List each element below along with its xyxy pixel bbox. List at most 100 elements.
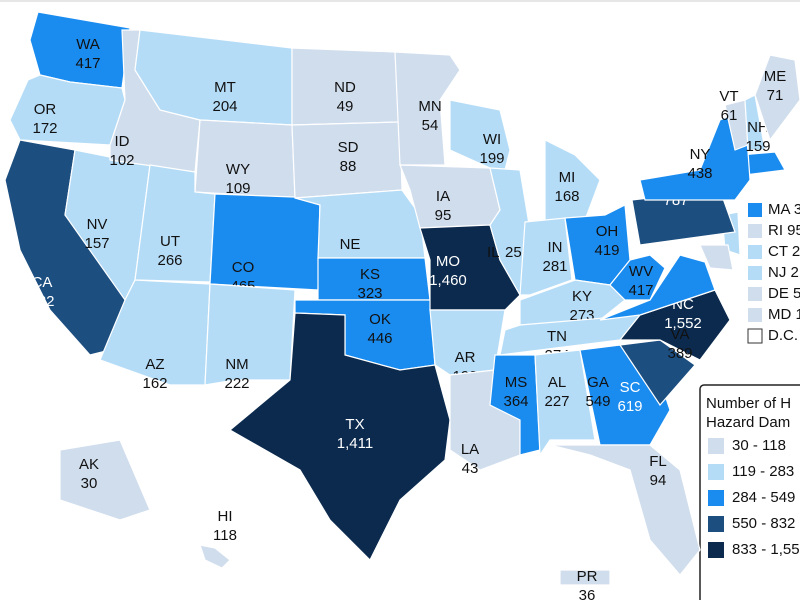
small-state-label: MA 3: [768, 201, 800, 218]
state-value: 118: [213, 527, 237, 544]
state-shape: [489, 167, 531, 297]
state-name: OH: [596, 223, 619, 240]
state-value: 266: [157, 252, 182, 269]
legend-label: 550 - 832: [732, 515, 795, 532]
state-name: MO: [436, 253, 460, 270]
state-shape: [549, 444, 701, 576]
state-name: LA: [461, 441, 479, 458]
state-value: 172: [32, 120, 57, 137]
state-value: 222: [224, 375, 249, 392]
state-name: VT: [719, 88, 738, 105]
small-state-label: MD 1: [768, 306, 800, 323]
legend-label: 833 - 1,55: [732, 541, 800, 558]
state-value: 43: [462, 460, 479, 477]
state-name: WV: [629, 263, 653, 280]
state-name: CA: [32, 274, 53, 291]
state-name: IL: [487, 244, 500, 261]
swatch: [747, 328, 763, 344]
state-value: 94: [650, 472, 667, 489]
small-state-label: DE 5: [768, 285, 800, 302]
state-value: 364: [503, 393, 528, 410]
state-value: 95: [435, 207, 452, 224]
state-value: 61: [721, 107, 738, 124]
state-value: 204: [212, 98, 237, 115]
small-state-label: CT 2: [768, 243, 800, 260]
state-shape: [59, 439, 151, 521]
state-value: 281: [542, 258, 567, 275]
state-name: SD: [338, 139, 359, 156]
state-name: KS: [360, 266, 380, 283]
state-name: NV: [87, 216, 108, 233]
swatch: [748, 245, 762, 259]
legend-title: Number of H: [706, 395, 791, 412]
state-name: MT: [214, 79, 236, 96]
state-value: 549: [585, 393, 610, 410]
legend-swatch: [708, 542, 724, 558]
small-state-label: D.C.: [768, 327, 798, 344]
state-name: AK: [79, 456, 99, 473]
state-value: 323: [357, 285, 382, 302]
state-name: GA: [587, 374, 609, 391]
state-name: HI: [218, 508, 233, 525]
state-value: 162: [142, 375, 167, 392]
state-name: UT: [160, 233, 180, 250]
state-name: WY: [226, 161, 250, 178]
small-state-label: NJ 2: [768, 264, 799, 281]
legend-label: 284 - 549: [732, 489, 795, 506]
state-name: NM: [225, 356, 248, 373]
state-name: MN: [418, 98, 441, 115]
state-value: 30: [81, 475, 98, 492]
state-value: 102: [109, 152, 134, 169]
state-name: NY: [690, 146, 711, 163]
state-name: NE: [340, 236, 361, 253]
state-value: 438: [687, 165, 712, 182]
swatch: [748, 287, 762, 301]
state-value: 1,552: [664, 315, 702, 332]
swatch: [748, 224, 762, 238]
state-value: 109: [225, 180, 250, 197]
state-value: 157: [84, 235, 109, 252]
state-name: OK: [369, 311, 391, 328]
state-name: SC: [620, 379, 641, 396]
state-shape: [199, 544, 231, 569]
state-value: 419: [594, 242, 619, 259]
state-shape: [209, 193, 321, 291]
state-shape: [618, 339, 696, 406]
state-value: 227: [544, 393, 569, 410]
state-shape: [204, 283, 296, 386]
state-name: ID: [115, 133, 130, 150]
state-shape: [559, 569, 611, 586]
small-state-label: RI 95: [768, 222, 800, 239]
state-value: 71: [767, 87, 784, 104]
state-name: OR: [34, 101, 57, 118]
state-name: AR: [455, 349, 476, 366]
state-name: AZ: [145, 356, 164, 373]
state-name: WI: [483, 131, 501, 148]
legend-swatch: [708, 490, 724, 506]
state-shape: [699, 244, 734, 271]
state-name: MI: [559, 169, 576, 186]
state-value: 49: [337, 98, 354, 115]
state-value: 199: [479, 150, 504, 167]
state-name: TN: [547, 328, 567, 345]
state-name: AL: [548, 374, 566, 391]
state-value: 832: [29, 293, 54, 310]
legend-swatch: [708, 438, 724, 454]
state-shape: [609, 254, 666, 301]
state-name: TX: [345, 416, 364, 433]
state-value: 1,460: [429, 272, 467, 289]
state-shape: [228, 312, 451, 562]
state-shape: [519, 217, 573, 296]
state-name: CO: [232, 259, 255, 276]
swatch: [748, 308, 762, 322]
state-value: 36: [579, 587, 596, 600]
legend-swatch: [708, 464, 724, 480]
state-value: 417: [75, 55, 100, 72]
state-value: 446: [367, 330, 392, 347]
state-value: 389: [667, 345, 692, 362]
state-value: 619: [617, 398, 642, 415]
state-name: WA: [76, 36, 100, 53]
state-name: IA: [436, 188, 450, 205]
state-value: 159: [745, 138, 770, 155]
state-name: FL: [649, 453, 667, 470]
